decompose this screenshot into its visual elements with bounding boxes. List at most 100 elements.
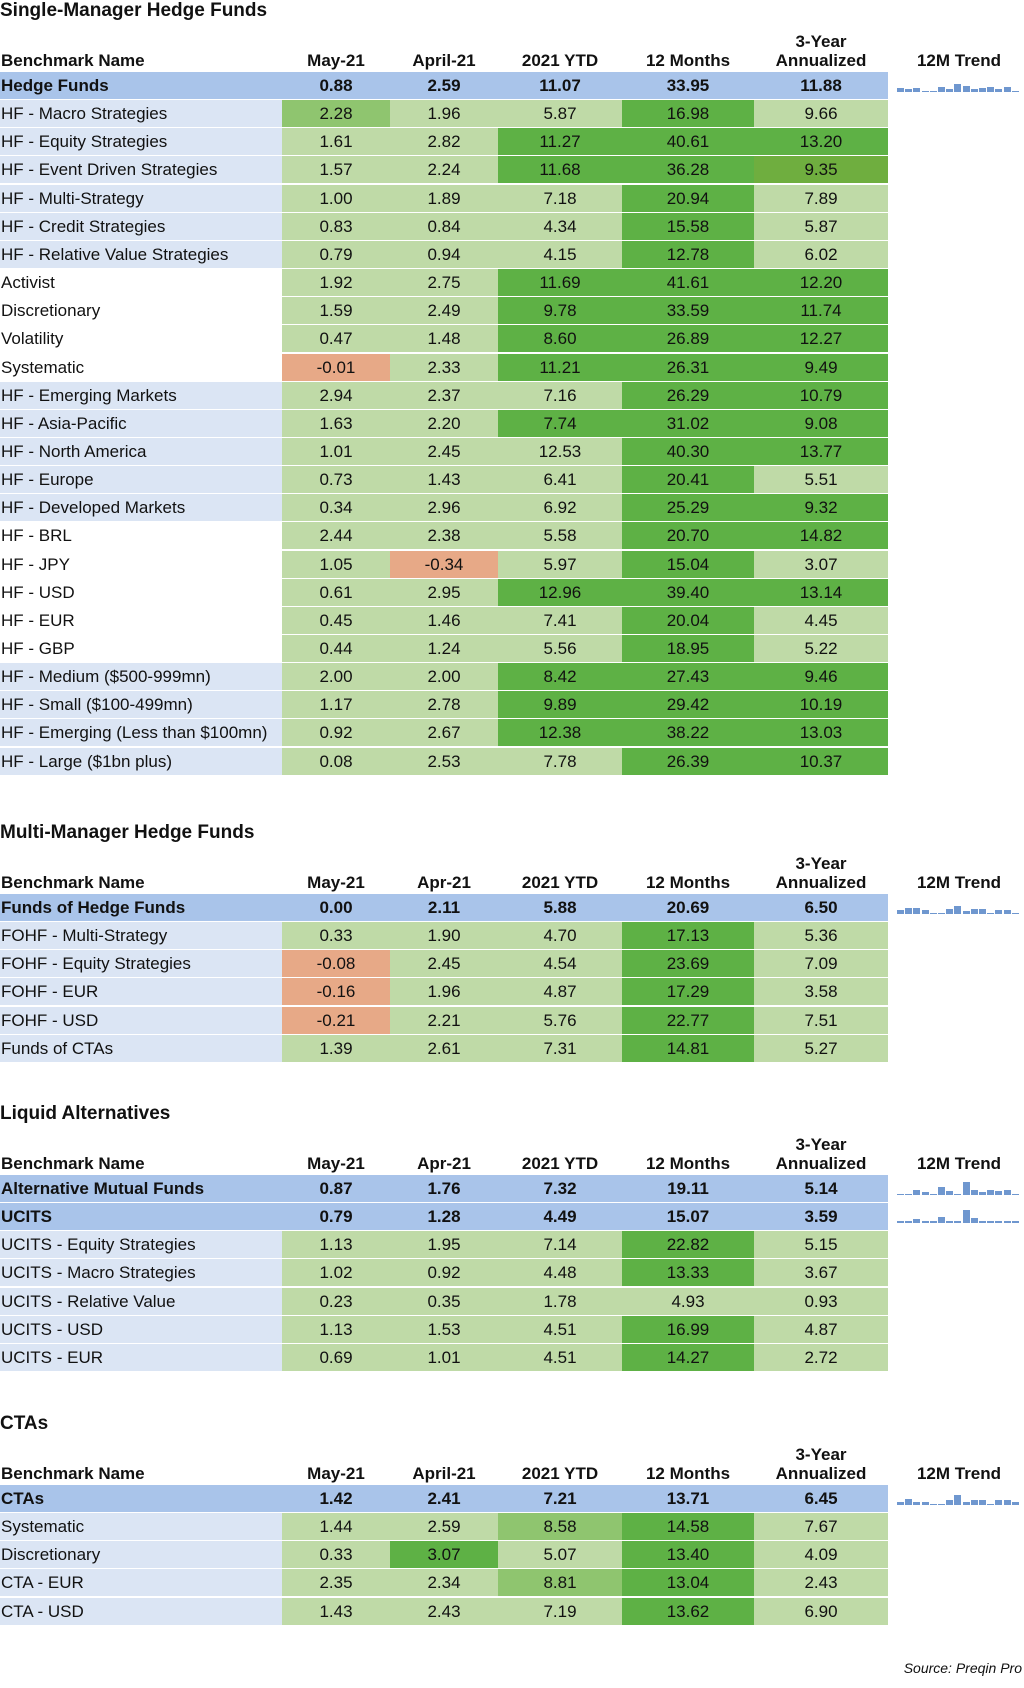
benchmark-name: HF - Large ($1bn plus) — [0, 747, 282, 775]
value-cell: 20.69 — [622, 894, 754, 921]
table-row: FOHF - EUR -0.16 1.96 4.87 17.29 3.58 — [0, 978, 1024, 1006]
value-cell: 9.32 — [754, 494, 888, 522]
value-cell: 4.09 — [754, 1541, 888, 1569]
trend-bar — [897, 910, 904, 914]
value-cell: 5.87 — [498, 100, 622, 128]
value-cell: 4.15 — [498, 240, 622, 268]
trend-bar — [970, 89, 978, 92]
trend-bar — [995, 910, 1003, 914]
col-header: 3-Year Annualized — [775, 32, 867, 70]
value-cell: 2.28 — [282, 100, 390, 128]
trend-bar — [938, 1187, 945, 1195]
value-cell: 7.09 — [754, 950, 888, 978]
trend-bar — [1003, 910, 1011, 914]
trend-bar — [929, 1193, 937, 1195]
benchmark-name: UCITS - Equity Strategies — [0, 1231, 282, 1259]
table-row: HF - Equity Strategies 1.61 2.82 11.27 40.61… — [0, 128, 1024, 156]
trend-bar — [946, 1499, 954, 1505]
value-cell: 0.35 — [390, 1287, 498, 1315]
value-cell: 11.07 — [498, 72, 622, 99]
benchmark-name: Hedge Funds — [0, 72, 282, 99]
col-header: April-21 — [412, 51, 476, 70]
col-header: 12 Months — [645, 1464, 731, 1483]
table-row: HF - Credit Strategies 0.83 0.84 4.34 15.58 5… — [0, 212, 1024, 241]
value-cell: 1.90 — [390, 922, 498, 950]
col-header: 12 Months — [645, 51, 731, 70]
value-cell: 14.82 — [754, 522, 888, 550]
value-cell: 0.87 — [282, 1175, 390, 1202]
trend-bar — [905, 89, 913, 92]
value-cell: 3.58 — [754, 978, 888, 1006]
col-header-trend: 12M Trend — [916, 51, 1002, 70]
table-row: UCITS - Macro Strategies 1.02 0.92 4.48 13.3… — [0, 1259, 1024, 1287]
trend-bar — [938, 86, 945, 92]
value-cell: 13.40 — [622, 1541, 754, 1569]
trend-bar — [897, 1220, 904, 1224]
benchmark-name: Systematic — [0, 1513, 282, 1541]
value-cell: 38.22 — [622, 719, 754, 747]
benchmark-name: Funds of CTAs — [0, 1034, 282, 1062]
table-row: Alternative Mutual Funds 0.87 1.76 7.32 19.1… — [0, 1175, 1024, 1203]
value-cell: 4.87 — [754, 1315, 888, 1343]
table-row: Volatility 0.47 1.48 8.60 26.89 12.27 — [0, 325, 1024, 353]
value-cell: 20.04 — [622, 606, 754, 634]
value-cell: 0.69 — [282, 1343, 390, 1371]
value-cell: 1.13 — [282, 1231, 390, 1259]
value-cell: 2.53 — [390, 747, 498, 775]
benchmark-name: FOHF - Multi-Strategy — [0, 922, 282, 950]
value-cell: 7.41 — [498, 606, 622, 634]
value-cell: 8.81 — [498, 1569, 622, 1597]
col-header: May-21 — [307, 51, 365, 70]
value-cell: 1.57 — [282, 156, 390, 184]
trend-bar — [970, 908, 978, 914]
table-row: CTAs 1.42 2.41 7.21 13.71 6.45 — [0, 1485, 1024, 1513]
trend-bar — [946, 1191, 954, 1195]
value-cell: 1.61 — [282, 128, 390, 156]
benchmark-name: HF - Event Driven Strategies — [0, 156, 282, 184]
value-cell: 20.94 — [622, 184, 754, 212]
value-cell: 2.11 — [390, 894, 498, 921]
trend-bar — [929, 1220, 937, 1224]
trend-bar — [905, 1193, 913, 1195]
value-cell: 2.33 — [390, 353, 498, 381]
value-cell: -0.21 — [282, 1006, 390, 1034]
col-header: May-21 — [307, 1464, 365, 1483]
trend-bar — [1003, 1220, 1011, 1224]
benchmark-name: HF - Credit Strategies — [0, 212, 282, 240]
trend-bar — [1011, 1502, 1019, 1505]
value-cell: 2.95 — [390, 578, 498, 606]
trend-bar — [921, 910, 929, 914]
value-cell: 7.31 — [498, 1034, 622, 1062]
value-cell: 3.07 — [390, 1541, 498, 1569]
table-row: FOHF - USD -0.21 2.21 5.76 22.77 7.51 — [0, 1006, 1024, 1035]
trend-bar — [979, 1499, 986, 1505]
value-cell: 0.79 — [282, 240, 390, 268]
section-title: Multi-Manager Hedge Funds — [0, 822, 255, 843]
trend-bar — [962, 85, 970, 92]
col-header-name: Benchmark Name — [1, 1154, 145, 1173]
value-cell: 1.24 — [390, 635, 498, 662]
value-cell: 1.05 — [282, 550, 390, 578]
trend-bar — [1011, 1220, 1019, 1224]
value-cell: 10.37 — [754, 747, 888, 775]
value-cell: 29.42 — [622, 691, 754, 719]
value-cell: 2.75 — [390, 269, 498, 297]
table-row: HF - USD 0.61 2.95 12.96 39.40 13.14 — [0, 578, 1024, 607]
value-cell: 1.48 — [390, 325, 498, 353]
value-cell: 2.45 — [390, 437, 498, 465]
trend-sparkline — [897, 900, 1021, 914]
value-cell: 9.35 — [754, 156, 888, 184]
value-cell: 31.02 — [622, 409, 754, 437]
table-row: HF - BRL 2.44 2.38 5.58 20.70 14.82 — [0, 522, 1024, 550]
benchmark-name: HF - JPY — [0, 550, 282, 578]
value-cell: 5.76 — [498, 1006, 622, 1034]
benchmark-name: Volatility — [0, 325, 282, 353]
value-cell: 0.47 — [282, 325, 390, 353]
value-cell: 9.89 — [498, 691, 622, 719]
benchmark-name: Discretionary — [0, 297, 282, 325]
table-row: HF - Europe 0.73 1.43 6.41 20.41 5.51 — [0, 466, 1024, 494]
trend-bar — [938, 1503, 945, 1505]
value-cell: 4.45 — [754, 606, 888, 634]
trend-bar — [970, 1217, 978, 1224]
value-cell: 2.43 — [754, 1569, 888, 1597]
